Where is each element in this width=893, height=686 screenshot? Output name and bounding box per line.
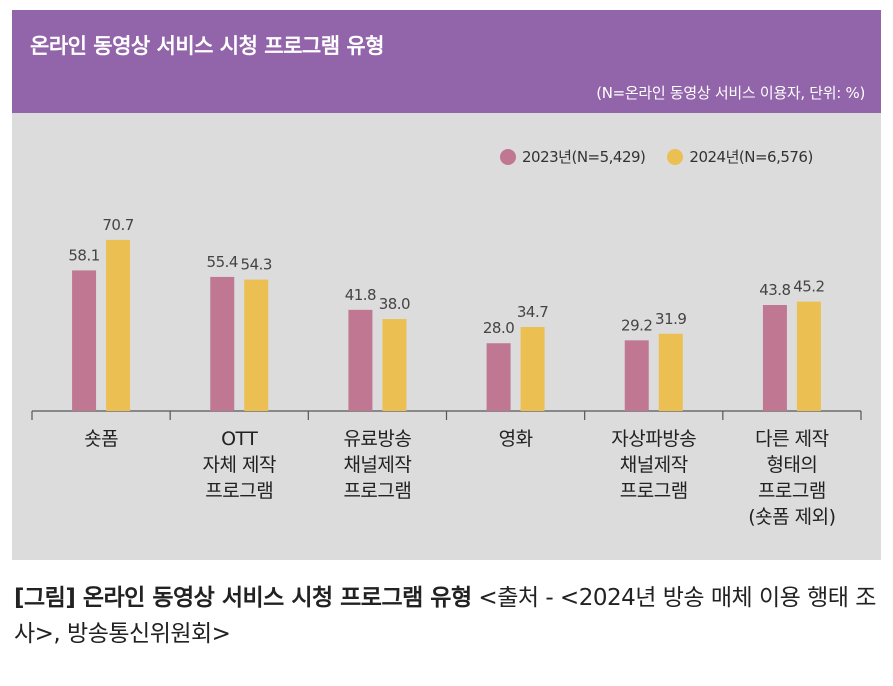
- bar-2024-0: [106, 239, 131, 411]
- chart-header: 온라인 동영상 서비스 시청 프로그램 유형 (N=온라인 동영상 서비스 이용…: [12, 10, 881, 113]
- data-label-2024-3: 34.7: [517, 303, 548, 321]
- category-label-2-2: 프로그램: [343, 480, 411, 502]
- data-label-2024-4: 31.9: [655, 310, 686, 328]
- data-label-2024-0: 70.7: [102, 216, 133, 234]
- legend-label-2024: 2024년(N=6,576): [689, 148, 813, 166]
- chart-note: (N=온라인 동영상 서비스 이용자, 단위: %): [596, 84, 865, 102]
- data-label-2023-5: 43.8: [759, 281, 790, 299]
- category-label-1-2: 프로그램: [205, 480, 273, 502]
- category-label-2-0: 유료방송: [343, 428, 411, 450]
- category-label-1-1: 자체 제작: [203, 454, 276, 476]
- category-label-3-0: 영화: [499, 428, 533, 450]
- bar-2023-0: [72, 270, 97, 411]
- data-label-2023-2: 41.8: [345, 286, 376, 304]
- bar-2024-2: [382, 319, 407, 411]
- bar-2023-4: [624, 340, 649, 411]
- category-label-5-3: (숏폼 제외): [748, 506, 835, 528]
- category-label-5-2: 프로그램: [758, 480, 826, 502]
- legend-item-2023: 2023년(N=5,429): [500, 146, 646, 167]
- bar-2024-4: [658, 333, 683, 411]
- category-label-4-2: 프로그램: [620, 480, 688, 502]
- figure-caption: [그림] 온라인 동영상 서비스 시청 프로그램 유형 <출처 - <2024년…: [14, 580, 884, 652]
- bar-2023-1: [210, 276, 235, 411]
- bar-2024-5: [796, 301, 821, 411]
- data-label-2023-0: 58.1: [68, 246, 99, 264]
- legend-label-2023: 2023년(N=5,429): [522, 148, 646, 166]
- legend-item-2024: 2024년(N=6,576): [667, 146, 813, 167]
- legend-swatch-2024: [667, 148, 684, 165]
- bar-2024-1: [244, 279, 269, 411]
- data-label-2024-2: 38.0: [379, 295, 410, 313]
- data-label-2024-5: 45.2: [793, 278, 824, 296]
- data-label-2024-1: 54.3: [241, 256, 272, 274]
- caption-source: <출처 - <2024년 방송 매체 이용 행태 조사>, 방송통신위원회>: [14, 585, 876, 647]
- caption-title: [그림] 온라인 동영상 서비스 시청 프로그램 유형: [14, 585, 472, 611]
- data-label-2023-4: 29.2: [621, 316, 652, 334]
- bar-2024-3: [520, 327, 545, 411]
- category-label-5-0: 다른 제작: [755, 428, 828, 450]
- category-label-4-0: 자상파방송: [611, 428, 696, 450]
- bar-2023-2: [348, 309, 373, 411]
- category-label-5-1: 형태의: [766, 454, 817, 476]
- data-label-2023-1: 55.4: [207, 253, 238, 271]
- legend: 2023년(N=5,429) 2024년(N=6,576): [500, 146, 813, 167]
- category-label-4-1: 채널제작: [620, 454, 688, 476]
- bar-2023-5: [762, 305, 787, 411]
- bar-2023-3: [486, 343, 511, 411]
- legend-swatch-2023: [500, 148, 516, 165]
- category-label-2-1: 채널제작: [343, 454, 411, 476]
- chart-panel: 2023년(N=5,429) 2024년(N=6,576) 58.1 70.7 숏폼…: [12, 113, 881, 560]
- category-label-0-0: 숏폼: [84, 428, 118, 450]
- chart-title: 온라인 동영상 서비스 시청 프로그램 유형: [30, 34, 385, 58]
- category-label-1-0: OTT: [221, 428, 258, 450]
- data-label-2023-3: 28.0: [483, 319, 514, 337]
